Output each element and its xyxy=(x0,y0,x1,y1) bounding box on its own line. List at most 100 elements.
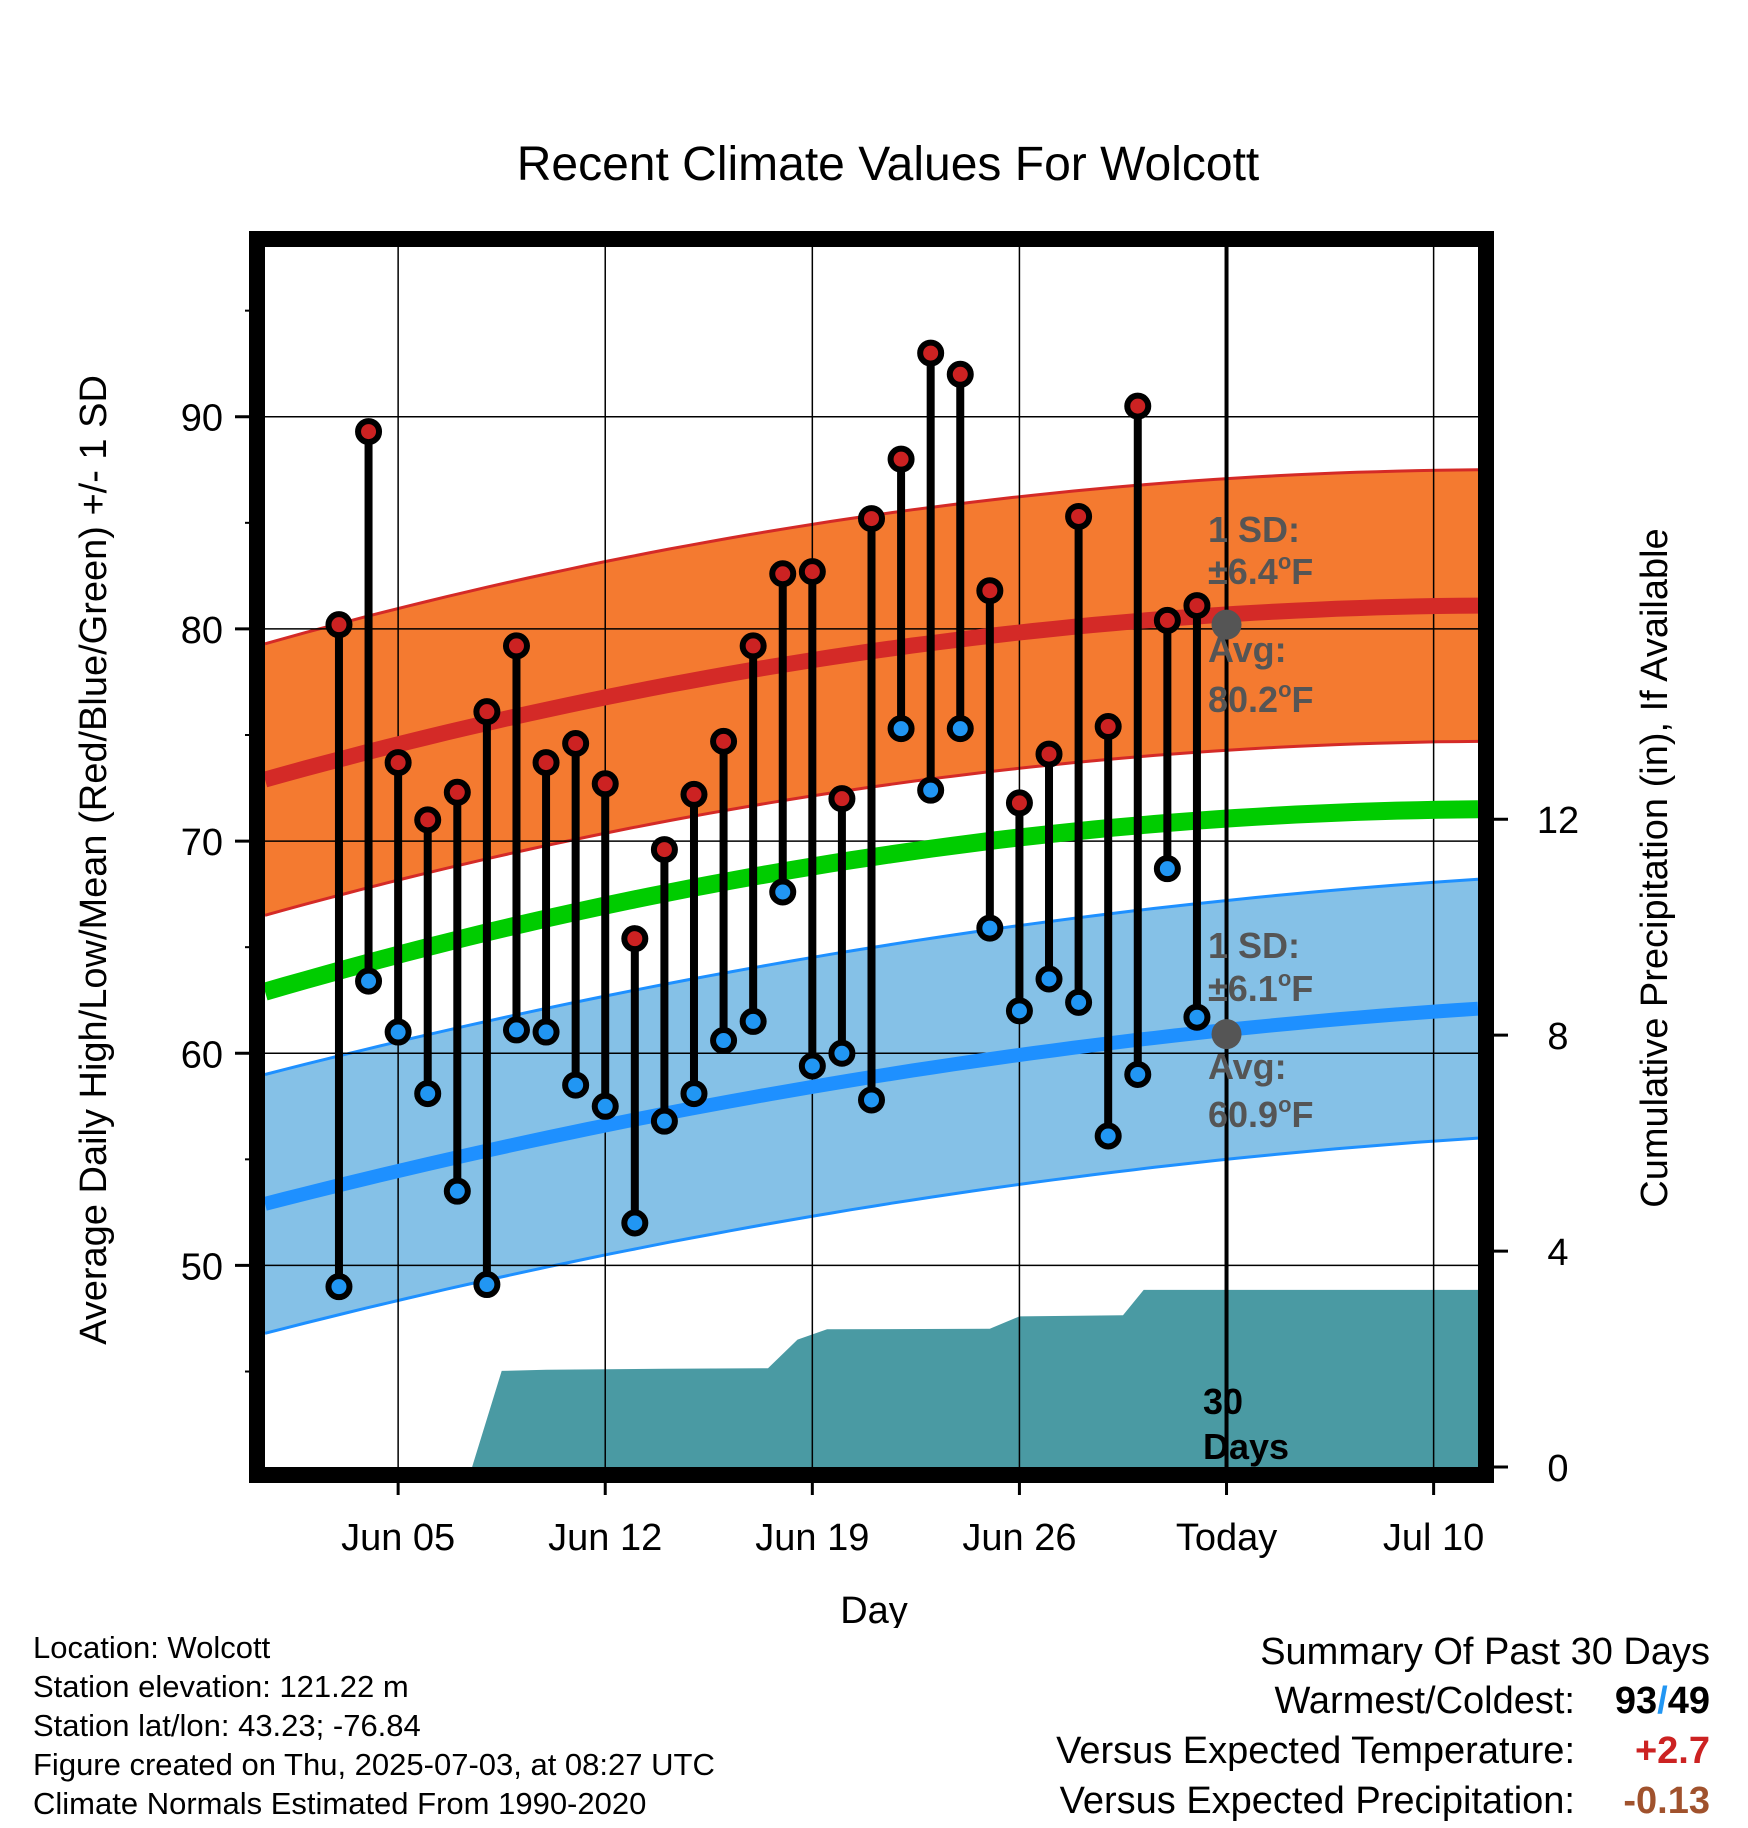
location-text: Location: Wolcott xyxy=(33,1630,271,1665)
daily-low-point xyxy=(1153,855,1181,883)
temp-departure-value: +2.7 xyxy=(1634,1730,1710,1772)
x-tick-label: Jun 19 xyxy=(755,1517,869,1559)
daily-low-point xyxy=(443,1177,471,1205)
y-tick-label: 60 xyxy=(181,1034,223,1076)
daily-high-point xyxy=(1035,740,1063,768)
summary-row-temperature: Versus Expected Temperature: +2.7 xyxy=(810,1726,1710,1776)
station-info: Location: Wolcott Station elevation: 121… xyxy=(33,1628,715,1823)
daily-high-point xyxy=(473,698,501,726)
y2-tick-label: 0 xyxy=(1547,1448,1568,1490)
y2-tick-label: 12 xyxy=(1537,800,1579,842)
x-tick-label: Jul 10 xyxy=(1383,1517,1484,1559)
daily-low-point xyxy=(1065,988,1093,1016)
daily-low-point xyxy=(384,1018,412,1046)
y2-axis-title: Cumulative Precipitation (in), If Availa… xyxy=(1634,528,1676,1207)
x-tick-label: Jun 12 xyxy=(548,1517,662,1559)
y2-tick-label: 8 xyxy=(1547,1016,1568,1058)
elevation-text: Station elevation: 121.22 m xyxy=(33,1669,409,1704)
daily-low-point xyxy=(473,1271,501,1299)
low-sd-lower-edge xyxy=(264,1136,1479,1335)
daily-high-point xyxy=(976,577,1004,605)
temp-departure-label: Versus Expected Temperature: xyxy=(1056,1730,1575,1772)
high-sd-value: ±6.4oF xyxy=(1208,549,1313,592)
daily-high-point xyxy=(680,780,708,808)
daily-low-point xyxy=(946,715,974,743)
coldest-value: 49 xyxy=(1667,1680,1710,1722)
daily-high-point xyxy=(1183,592,1211,620)
summary-panel: Summary Of Past 30 Days Warmest/Coldest:… xyxy=(810,1628,1710,1826)
daily-high-point xyxy=(325,611,353,639)
daily-high-point xyxy=(1005,789,1033,817)
daily-low-point xyxy=(1124,1060,1152,1088)
y-tick-label: 90 xyxy=(181,398,223,440)
warmest-coldest-value: 93/49 xyxy=(1615,1676,1710,1726)
daily-high-point xyxy=(887,445,915,473)
daily-low-point xyxy=(532,1018,560,1046)
low-sd-value: ±6.1oF xyxy=(1208,966,1313,1009)
summary-title: Summary Of Past 30 Days xyxy=(1260,1631,1710,1673)
daily-high-point xyxy=(384,749,412,777)
daily-low-point xyxy=(680,1080,708,1108)
daily-high-point xyxy=(562,729,590,757)
daily-low-point xyxy=(650,1107,678,1135)
axis-ticks xyxy=(235,309,1508,1495)
y-tick-label: 70 xyxy=(181,822,223,864)
daily-low-point xyxy=(355,967,383,995)
daily-high-point xyxy=(828,785,856,813)
daily-low-point xyxy=(325,1273,353,1301)
daily-range-stems xyxy=(334,353,1201,1287)
daily-high-point xyxy=(917,339,945,367)
daily-high-point xyxy=(858,505,885,533)
daily-high-point xyxy=(946,360,974,388)
daily-points xyxy=(325,339,1211,1301)
cumulative-precip-area xyxy=(472,1289,1479,1467)
precip-departure-label: Versus Expected Precipitation: xyxy=(1059,1780,1575,1822)
low-sd-label: 1 SD: xyxy=(1208,925,1300,966)
summary-row-precipitation: Versus Expected Precipitation: -0.13 xyxy=(810,1776,1710,1826)
y-tick-label: 50 xyxy=(181,1246,223,1288)
daily-low-point xyxy=(710,1027,738,1055)
daily-high-point xyxy=(502,632,530,660)
precip-departure-value: -0.13 xyxy=(1623,1780,1710,1822)
daily-high-point xyxy=(710,727,738,755)
daily-low-point xyxy=(1183,1003,1211,1031)
daily-low-point xyxy=(621,1209,649,1237)
high-avg-label: Avg: xyxy=(1208,629,1287,670)
x-tick-label: Jun 26 xyxy=(962,1517,1076,1559)
climate-chart: Recent Climate Values For Wolcott 1 SD:±… xyxy=(73,138,1676,1628)
daily-high-point xyxy=(650,836,678,864)
low-avg-label: Avg: xyxy=(1208,1046,1287,1087)
daily-low-point xyxy=(917,776,945,804)
daily-low-point xyxy=(591,1092,619,1120)
daily-high-point xyxy=(1065,502,1093,530)
daily-high-point xyxy=(621,925,649,953)
daily-high-point xyxy=(1153,606,1181,634)
normals-text: Climate Normals Estimated From 1990-2020 xyxy=(33,1786,647,1821)
latlon-text: Station lat/lon: 43.23; -76.84 xyxy=(33,1708,421,1743)
daily-high-point xyxy=(591,770,619,798)
daily-low-point xyxy=(1094,1122,1122,1150)
daily-low-point xyxy=(562,1071,590,1099)
today-high-avg-marker xyxy=(1211,609,1242,640)
value-separator: / xyxy=(1657,1680,1668,1722)
daily-low-point xyxy=(414,1080,442,1108)
daily-high-point xyxy=(798,558,826,586)
daily-low-point xyxy=(1035,965,1063,993)
daily-low-point xyxy=(828,1039,856,1067)
axis-tick-labels: Jun 05 Jun 12 Jun 19 Jun 26 Today Jul 10 50 60 7… xyxy=(181,398,1579,1559)
daily-high-point xyxy=(769,560,797,588)
days-count-label: 30 xyxy=(1203,1381,1243,1422)
daily-low-point xyxy=(798,1052,826,1080)
x-tick-label: Today xyxy=(1176,1517,1277,1559)
created-text: Figure created on Thu, 2025-07-03, at 08… xyxy=(33,1747,715,1782)
daily-low-point xyxy=(858,1086,885,1114)
high-sd-label: 1 SD: xyxy=(1208,509,1300,550)
daily-low-point xyxy=(739,1007,767,1035)
chart-title: Recent Climate Values For Wolcott xyxy=(517,138,1260,191)
daily-low-point xyxy=(769,878,797,906)
x-axis-title: Day xyxy=(840,1590,908,1628)
y2-tick-label: 4 xyxy=(1547,1232,1568,1274)
x-tick-label: Jun 05 xyxy=(341,1517,455,1559)
